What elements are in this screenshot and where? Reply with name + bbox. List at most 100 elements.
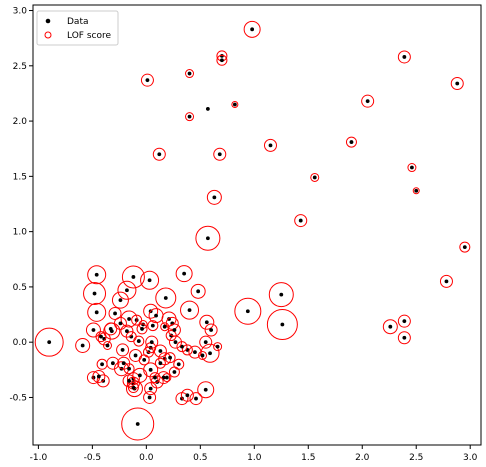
data-point [164, 375, 169, 380]
data-point [410, 165, 414, 170]
lof-score-circle [85, 322, 101, 338]
lof-score-circle [164, 352, 176, 364]
lof-score-circle [407, 163, 417, 173]
lof-score-circle [154, 357, 166, 369]
data-point [215, 344, 220, 349]
data-point [120, 348, 125, 352]
data-point [182, 271, 187, 276]
lof-score-circle [197, 350, 207, 360]
lof-score-circle [143, 390, 157, 404]
lof-score-circle [140, 270, 160, 290]
lof-score-circle [160, 322, 170, 332]
lof-score-circle [143, 303, 159, 319]
lof-score-circle [204, 323, 218, 337]
data-point [105, 343, 110, 348]
lof-score-circle [168, 366, 180, 378]
lof-score-circle [121, 265, 145, 289]
data-point [176, 362, 181, 367]
lof-score-circle [113, 316, 127, 330]
x-tick-label: 2.0 [355, 453, 370, 463]
data-point [388, 324, 393, 329]
data-point [148, 367, 153, 372]
data-point [157, 152, 162, 157]
data-point [349, 140, 354, 144]
y-axis-ticks: -0.5 0.0 0.5 1.0 1.5 2.0 2.5 3.0 [9, 7, 33, 403]
data-point [94, 310, 99, 315]
data-point [133, 353, 138, 358]
data-point [158, 361, 163, 366]
lof-score-circle [213, 342, 223, 352]
y-tick-label: 0.5 [13, 283, 27, 293]
data-point [455, 81, 460, 86]
data-point [142, 357, 147, 362]
y-tick-label: 1.5 [13, 172, 27, 182]
data-point [268, 143, 273, 148]
lof-score-circle [87, 265, 107, 285]
lof-score-circle [213, 147, 227, 161]
data-point [149, 340, 154, 345]
lof-score-circle [175, 265, 193, 283]
data-point [91, 328, 96, 332]
lof-score-circle [122, 374, 136, 388]
lof-score-circle [129, 348, 143, 362]
lof-score-circle [83, 282, 107, 306]
x-axis-ticks: -1.0 -0.5 0.0 0.5 1.0 1.5 2.0 2.5 3.0 [30, 445, 478, 463]
lof-score-circle [155, 287, 177, 309]
lof-score-circle [268, 282, 294, 308]
lof-score-circle [153, 344, 167, 358]
lof-score-circle [116, 343, 130, 357]
x-tick-label: 0.5 [193, 453, 207, 463]
data-point [148, 386, 153, 391]
data-point [168, 355, 172, 360]
lof-score-circle [136, 323, 148, 335]
data-point [127, 366, 131, 371]
x-tick-label: -1.0 [30, 453, 48, 463]
lof-score-circle [117, 280, 137, 300]
data-point [154, 313, 158, 318]
data-point [312, 175, 317, 180]
y-tick-label: 0.0 [13, 338, 28, 348]
data-point [173, 340, 178, 345]
data-point [205, 107, 210, 111]
lof-score-circle [185, 112, 195, 122]
lof-score-circle [121, 407, 155, 441]
data-point [140, 327, 144, 331]
x-tick-label: -0.5 [84, 453, 102, 463]
lof-score-circle [149, 372, 161, 384]
lof-score-circle [176, 341, 188, 353]
data-point [180, 344, 184, 349]
lof-score-circle [131, 314, 143, 326]
lof-score-circle [145, 335, 159, 349]
data-point [131, 385, 136, 390]
data-point [47, 340, 52, 345]
legend-box [36, 10, 119, 46]
lof-score-circle [108, 306, 122, 320]
y-tick-label: 2.0 [13, 117, 28, 127]
data-point [280, 322, 285, 327]
data-point [462, 245, 467, 250]
data-point [245, 309, 250, 314]
lof-score-circle [459, 241, 471, 253]
lof-score-circle [397, 50, 411, 64]
data-point [137, 373, 142, 378]
data-point [204, 320, 209, 325]
data-point [125, 288, 129, 293]
data-point [212, 195, 217, 200]
lof-score-circle [190, 283, 206, 299]
data-point [108, 327, 113, 331]
data-point [99, 334, 103, 339]
lof-score-circle [450, 76, 464, 90]
data-point [131, 275, 136, 279]
lof-score-circle [106, 356, 120, 370]
x-tick-label: 0.0 [139, 453, 154, 463]
data-point [96, 374, 101, 379]
legend-data-label: Data [67, 17, 89, 27]
legend: Data LOF score [36, 10, 119, 46]
lof-score-circle [150, 375, 164, 389]
data-point [187, 308, 192, 313]
lof-score-circle [127, 382, 139, 394]
data-point [153, 375, 157, 380]
x-tick-label: 2.5 [409, 453, 423, 463]
lof-score-circle [231, 100, 239, 108]
